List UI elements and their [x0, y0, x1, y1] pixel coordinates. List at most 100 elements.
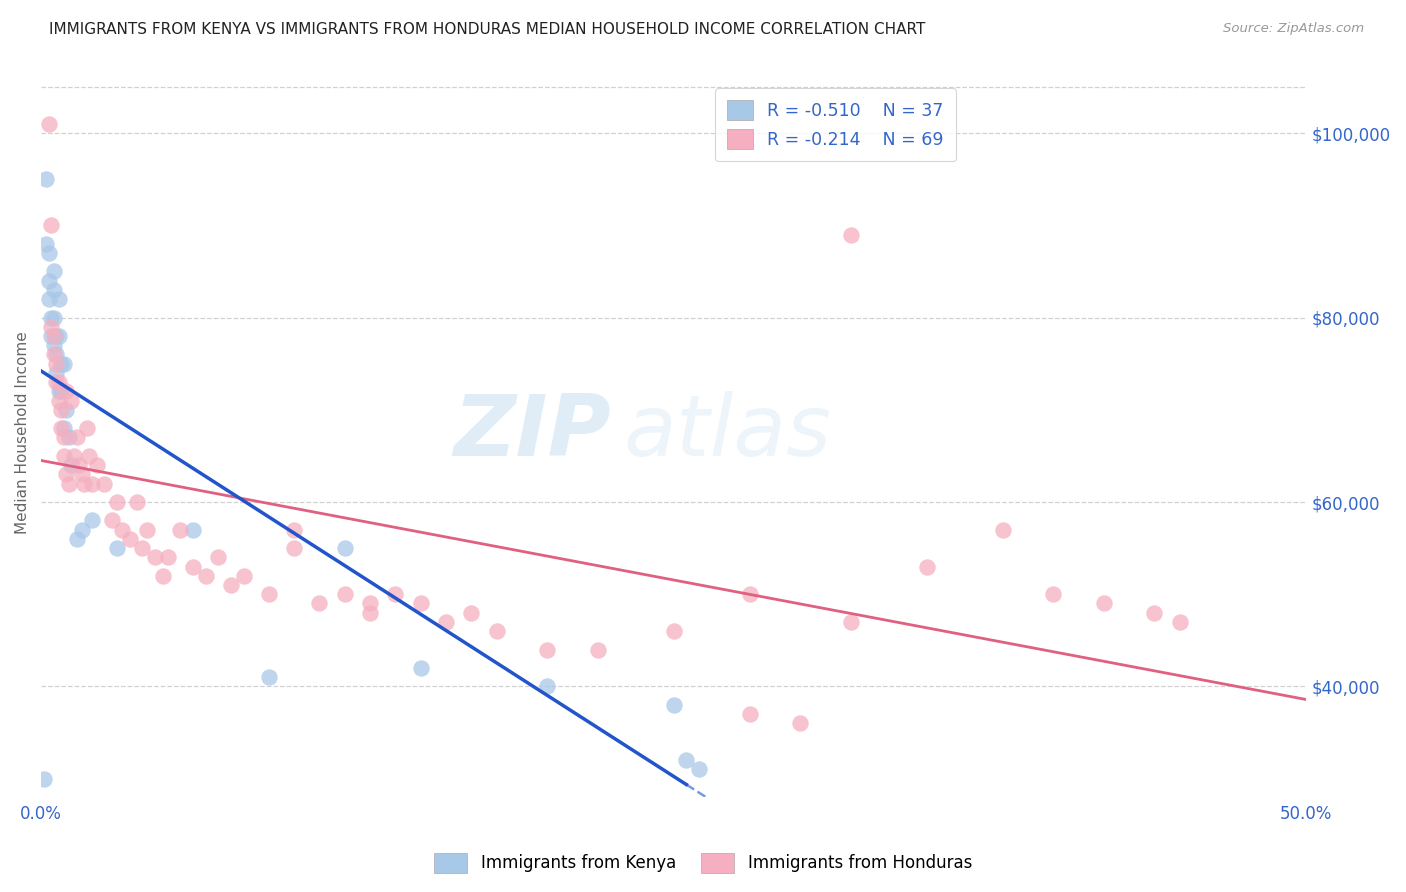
Point: [39, 329, 62, 343]
Point: [333, 587, 356, 601]
Point: [65, 532, 87, 546]
Point: [39, 319, 62, 334]
Point: [738, 587, 761, 601]
Point: [194, 569, 217, 583]
Point: [58, 476, 80, 491]
Point: [48, 292, 70, 306]
Text: ZIP: ZIP: [453, 392, 610, 475]
Point: [1092, 597, 1115, 611]
Point: [283, 541, 305, 555]
Point: [52, 449, 75, 463]
Point: [257, 670, 280, 684]
Point: [42, 338, 65, 352]
Point: [127, 495, 149, 509]
Point: [70, 467, 93, 482]
Point: [136, 523, 159, 537]
Text: Source: ZipAtlas.com: Source: ZipAtlas.com: [1223, 22, 1364, 36]
Point: [181, 523, 204, 537]
Point: [42, 264, 65, 278]
Point: [384, 587, 406, 601]
Point: [257, 587, 280, 601]
Point: [789, 716, 811, 731]
Point: [70, 523, 93, 537]
Point: [65, 430, 87, 444]
Point: [48, 393, 70, 408]
Point: [118, 532, 141, 546]
Point: [32, 772, 55, 786]
Point: [45, 329, 67, 343]
Point: [536, 680, 558, 694]
Point: [131, 541, 153, 555]
Point: [42, 329, 65, 343]
Point: [111, 523, 134, 537]
Point: [409, 661, 432, 675]
Point: [45, 366, 67, 380]
Point: [67, 458, 90, 472]
Point: [35, 172, 58, 186]
Point: [38, 117, 60, 131]
Point: [738, 707, 761, 722]
Point: [143, 550, 166, 565]
Point: [536, 642, 558, 657]
Point: [76, 421, 98, 435]
Point: [45, 375, 67, 389]
Point: [839, 227, 862, 242]
Point: [45, 357, 67, 371]
Point: [55, 467, 77, 482]
Point: [51, 357, 73, 371]
Point: [52, 421, 75, 435]
Point: [60, 458, 83, 472]
Point: [42, 347, 65, 361]
Point: [73, 476, 96, 491]
Point: [219, 578, 242, 592]
Point: [48, 329, 70, 343]
Point: [51, 384, 73, 399]
Text: atlas: atlas: [623, 392, 831, 475]
Point: [52, 430, 75, 444]
Point: [39, 310, 62, 325]
Point: [991, 523, 1014, 537]
Point: [48, 384, 70, 399]
Point: [409, 597, 432, 611]
Point: [101, 513, 124, 527]
Point: [181, 559, 204, 574]
Point: [1143, 606, 1166, 620]
Point: [48, 375, 70, 389]
Point: [51, 421, 73, 435]
Point: [1042, 587, 1064, 601]
Point: [51, 402, 73, 417]
Point: [42, 283, 65, 297]
Point: [283, 523, 305, 537]
Point: [38, 292, 60, 306]
Point: [169, 523, 191, 537]
Point: [80, 476, 103, 491]
Legend: Immigrants from Kenya, Immigrants from Honduras: Immigrants from Kenya, Immigrants from H…: [427, 847, 979, 880]
Point: [55, 402, 77, 417]
Point: [675, 753, 697, 767]
Point: [105, 495, 128, 509]
Point: [152, 569, 174, 583]
Point: [93, 476, 115, 491]
Point: [60, 393, 83, 408]
Point: [333, 541, 356, 555]
Point: [80, 513, 103, 527]
Text: IMMIGRANTS FROM KENYA VS IMMIGRANTS FROM HONDURAS MEDIAN HOUSEHOLD INCOME CORREL: IMMIGRANTS FROM KENYA VS IMMIGRANTS FROM…: [49, 22, 925, 37]
Point: [359, 597, 381, 611]
Y-axis label: Median Household Income: Median Household Income: [15, 332, 30, 534]
Point: [359, 606, 381, 620]
Point: [434, 615, 457, 629]
Legend: R = -0.510    N = 37, R = -0.214    N = 69: R = -0.510 N = 37, R = -0.214 N = 69: [716, 88, 956, 161]
Point: [915, 559, 938, 574]
Point: [55, 384, 77, 399]
Point: [39, 219, 62, 233]
Point: [45, 347, 67, 361]
Point: [77, 449, 100, 463]
Point: [63, 449, 86, 463]
Point: [662, 698, 685, 712]
Point: [42, 310, 65, 325]
Point: [485, 624, 508, 639]
Point: [460, 606, 482, 620]
Point: [86, 458, 108, 472]
Point: [38, 246, 60, 260]
Point: [38, 274, 60, 288]
